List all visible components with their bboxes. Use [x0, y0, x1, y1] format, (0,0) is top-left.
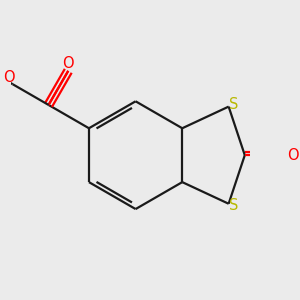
- Text: S: S: [229, 198, 239, 213]
- Text: O: O: [62, 56, 74, 71]
- Text: O: O: [3, 70, 14, 86]
- Text: O: O: [286, 148, 298, 163]
- Text: S: S: [229, 97, 239, 112]
